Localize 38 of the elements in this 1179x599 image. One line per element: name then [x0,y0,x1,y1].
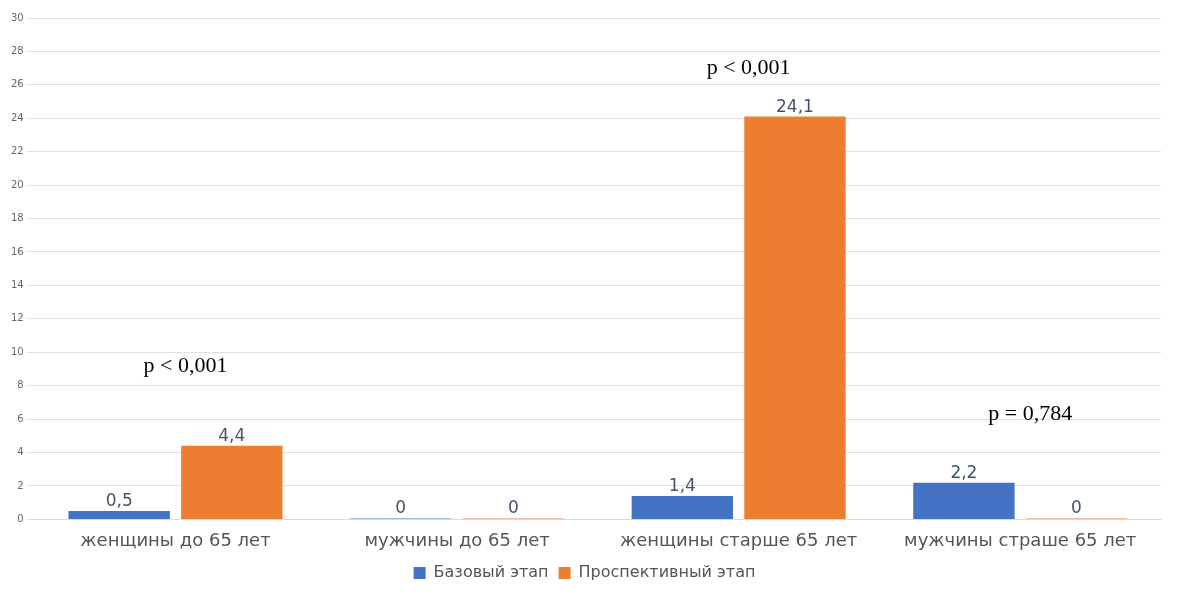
annotation: p < 0,001 [143,351,228,377]
y-tick-label: 8 [17,379,24,391]
bar [631,496,734,519]
y-tick-label: 28 [10,45,24,57]
y-tick-label: 14 [10,279,24,291]
y-tick-label: 30 [10,11,24,23]
x-tick-label: мужчины до 65 лет [364,528,550,550]
x-tick-label: мужчины страше 65 лет [904,528,1137,550]
y-tick-label: 6 [17,412,24,424]
data-label: 0 [395,497,407,518]
y-tick-label: 2 [17,479,24,491]
legend-label: Проспективный этап [578,562,756,582]
y-tick-label: 4 [17,446,24,458]
x-tick-label: женщины старше 65 лет [620,528,858,550]
data-label: 2,2 [950,461,978,482]
bar [744,116,846,519]
annotation: p < 0,001 [706,54,791,80]
y-tick-label: 20 [10,178,24,190]
data-label: 0,5 [105,490,133,511]
annotation: p = 0,784 [988,400,1073,426]
y-tick-label: 10 [10,345,24,357]
y-tick-label: 16 [10,245,24,257]
bar [68,511,170,519]
y-tick-label: 26 [10,78,24,90]
data-label: 0 [507,497,519,518]
data-label: 4,4 [218,424,246,445]
bar [913,482,1015,519]
data-label: 0 [1071,497,1082,518]
data-label: 1,4 [668,475,696,495]
y-tick-label: 18 [10,212,24,224]
y-tick-label: 24 [10,111,24,123]
y-tick-label: 22 [10,145,24,157]
legend-label: Базовый этап [433,562,549,582]
y-tick-label: 0 [17,512,24,524]
data-label: 24,1 [776,95,814,116]
bar [181,445,283,519]
x-tick-label: женщины до 65 лет [80,528,271,550]
y-tick-label: 12 [10,312,24,324]
